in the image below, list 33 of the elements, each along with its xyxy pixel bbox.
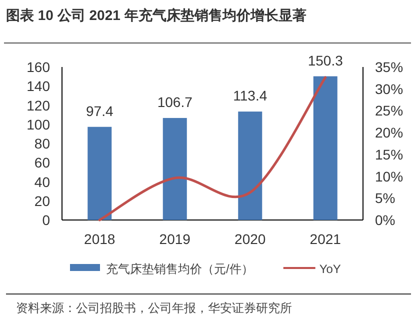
text: 97.4 — [86, 102, 114, 119]
bar — [162, 118, 187, 220]
bar — [238, 112, 262, 220]
y-tick-label: 40 — [34, 174, 50, 190]
y2-tick-label: 5% — [375, 190, 396, 206]
x-tick-label: 2020 — [234, 231, 266, 247]
y-tick-label: 80 — [34, 136, 50, 152]
text: 106.7 — [157, 94, 192, 110]
y2-tick-label: 20% — [375, 124, 404, 141]
y2-tick-label: 25% — [375, 102, 404, 119]
y2-tick-label: 0% — [375, 212, 396, 228]
y-tick-label: 0 — [42, 212, 50, 228]
y2-tick-label: 30% — [375, 80, 404, 97]
x-tick-label: 2019 — [159, 231, 191, 247]
y-tick-label: 100 — [26, 116, 50, 132]
legend-label: YoY — [319, 262, 341, 276]
bar — [88, 126, 112, 220]
y-tick-label: 160 — [26, 59, 50, 75]
y-tick-label: 60 — [34, 154, 50, 171]
chart-title: 图表 10 公司 2021 年充气床垫销售均价增长显著 — [6, 7, 306, 23]
y-tick-label: 120 — [26, 97, 50, 114]
legend-label: 充气床垫销售均价（元/件） — [106, 262, 254, 276]
x-tick-label: 2018 — [84, 231, 116, 247]
text: 资料来源：公司招股书，公司年报，华安证券研究所 — [16, 301, 292, 315]
text: 113.4 — [233, 88, 268, 104]
y2-tick-label: 10% — [375, 168, 404, 184]
bar — [313, 76, 338, 220]
y2-tick-label: 35% — [375, 59, 404, 75]
text: 150.3 — [308, 52, 343, 68]
y-tick-label: 140 — [26, 78, 50, 94]
x-tick-label: 2021 — [310, 231, 342, 247]
y-tick-label: 20 — [34, 192, 50, 209]
y2-tick-label: 15% — [375, 146, 404, 162]
